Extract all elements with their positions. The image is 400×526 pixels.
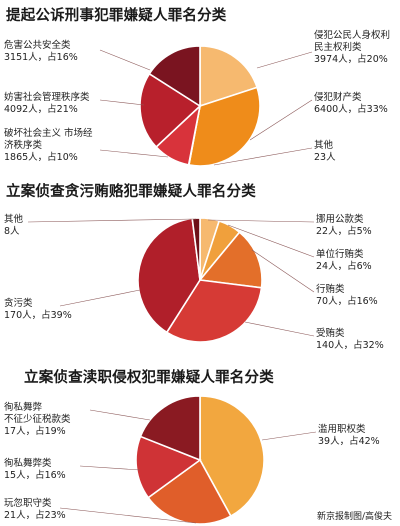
chart1-label-personal-rights: 侵犯公民人身权利 民主权利类 3974人，占20%	[314, 30, 391, 65]
chart1-leader-line-4	[99, 99, 145, 106]
chart3-leader-line-1	[59, 507, 197, 524]
chart2-leader-line-1	[227, 224, 315, 258]
chart3-leader-line-3	[89, 409, 151, 421]
chart1-label-other: 其他 23人	[314, 140, 336, 163]
chart1-slice-5	[148, 45, 201, 108]
chart3-slice-1	[147, 458, 232, 525]
chart1-slice-1	[188, 86, 261, 167]
chart1-label-market-economy: 破坏社会主义 市场经济秩序类 1865人，占10%	[4, 128, 93, 163]
chart1-leader-line-3	[99, 149, 169, 158]
chart3-leader-line-2	[79, 465, 141, 471]
chart2-slice-2	[198, 231, 263, 289]
chart2-slice-4	[137, 217, 201, 334]
chart2-label-accepting-bribes: 受贿类 140人，占32%	[316, 328, 384, 351]
chart1-slice-4	[139, 72, 202, 149]
chart1-title: 提起公诉刑事犯罪嫌疑人罪名分类	[6, 7, 227, 24]
chart3-slice-0	[199, 395, 265, 518]
chart1-leader-line-1	[249, 99, 313, 141]
chart1-slice-0	[199, 45, 259, 108]
chart2-title: 立案侦查贪污贿赂犯罪嫌疑人罪名分类	[6, 183, 256, 200]
chart1-leader-line-0	[256, 51, 313, 69]
chart2-leader-line-4	[59, 289, 141, 307]
chart2-leader-line-0	[207, 219, 315, 223]
chart3-title: 立案侦查渎职侵权犯罪嫌疑人罪名分类	[24, 369, 274, 386]
chart2-leader-line-2	[251, 249, 315, 293]
chart3-leader-line-0	[261, 431, 317, 441]
chart2-leader-line-3	[244, 321, 315, 337]
credit-text: 新京报制图/高俊夫	[316, 512, 392, 522]
chart2-leader-line-5	[27, 218, 197, 223]
chart2-label-embezzlement: 贪污类 170人，占39%	[4, 298, 72, 321]
chart3-slice-3	[139, 395, 201, 462]
chart1-leader-line-2	[213, 147, 313, 166]
chart1-label-property: 侵犯财产类 6400人，占33%	[314, 92, 388, 115]
chart3-slice-2	[135, 435, 202, 499]
chart2-slice-5	[191, 217, 201, 281]
chart3-label-abuse-of-power: 滥用职权类 39人，占42%	[318, 424, 380, 447]
chart3-label-favoritism: 徇私舞弊类 15人，占16%	[4, 458, 66, 481]
chart1-leader-line-5	[99, 49, 151, 71]
chart3-label-tax: 徇私舞弊 不征少征税款类 17人，占19%	[4, 402, 71, 437]
chart2-label-bribing: 行贿类 70人，占16%	[316, 284, 378, 307]
chart1-label-social-order: 妨害社会管理秩序类 4092人，占21%	[4, 92, 90, 115]
chart2-label-unit-bribery: 单位行贿类 24人，占6%	[316, 249, 372, 272]
chart2-label-misappropriation: 挪用公款类 22人，占5%	[316, 214, 372, 237]
chart2-label-other: 其他 8人	[4, 214, 24, 237]
chart3-label-dereliction: 玩忽职守类 21人，占23%	[4, 498, 66, 521]
chart1-label-public-safety: 危害公共安全类 3151人，占16%	[4, 40, 78, 63]
